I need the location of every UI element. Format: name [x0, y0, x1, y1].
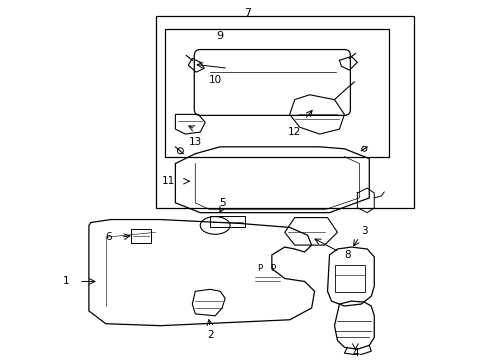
Text: P: P	[257, 264, 263, 273]
Bar	[336, 265, 366, 292]
Text: 12: 12	[288, 127, 301, 137]
Text: 10: 10	[209, 75, 222, 85]
Text: 11: 11	[162, 176, 175, 186]
Text: 7: 7	[245, 8, 251, 18]
Text: 4: 4	[352, 348, 359, 358]
Text: 5: 5	[219, 198, 225, 208]
Bar	[131, 229, 150, 243]
Text: 6: 6	[105, 232, 112, 242]
Text: 9: 9	[217, 31, 224, 41]
Bar	[155, 16, 414, 208]
Text: 2: 2	[207, 330, 214, 341]
Text: 1: 1	[63, 276, 69, 287]
Bar	[210, 216, 245, 228]
Text: 3: 3	[361, 226, 368, 236]
Bar	[166, 29, 389, 157]
Text: 13: 13	[189, 137, 202, 147]
Text: P: P	[270, 264, 275, 273]
Text: 8: 8	[344, 250, 351, 260]
